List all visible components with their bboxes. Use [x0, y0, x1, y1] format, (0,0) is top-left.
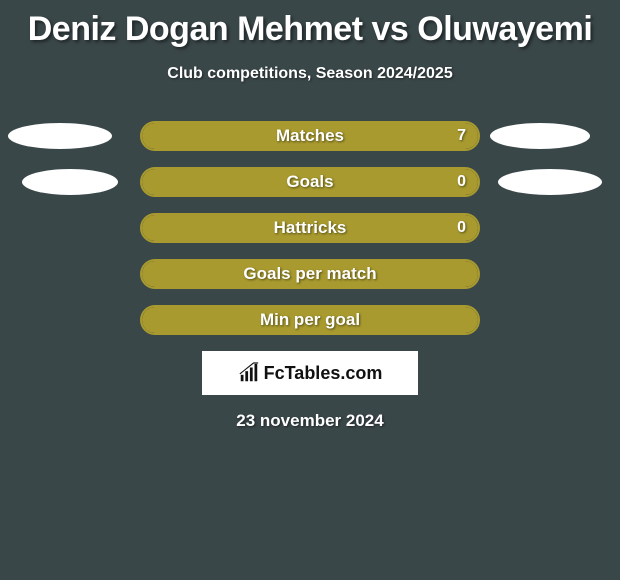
page-title: Deniz Dogan Mehmet vs Oluwayemi [0, 0, 620, 49]
stat-value: 0 [457, 215, 466, 241]
stat-value: 7 [457, 123, 466, 149]
stat-label: Min per goal [142, 307, 478, 333]
stat-label: Goals per match [142, 261, 478, 287]
stat-bar: Matches7 [140, 121, 480, 151]
stat-row: Min per goal [0, 305, 620, 335]
logo-text: FcTables.com [264, 363, 383, 384]
subtitle: Club competitions, Season 2024/2025 [0, 65, 620, 83]
left-ellipse [8, 123, 112, 149]
stat-bar: Min per goal [140, 305, 480, 335]
stat-row: Hattricks0 [0, 213, 620, 243]
stat-row: Goals per match [0, 259, 620, 289]
stat-label: Hattricks [142, 215, 478, 241]
logo-box[interactable]: FcTables.com [202, 351, 418, 395]
stats-rows: Matches7Goals0Hattricks0Goals per matchM… [0, 121, 620, 335]
stat-bar: Hattricks0 [140, 213, 480, 243]
stat-label: Goals [142, 169, 478, 195]
stat-value: 0 [457, 169, 466, 195]
stat-row: Goals0 [0, 167, 620, 197]
bar-chart-icon [238, 362, 260, 384]
stat-label: Matches [142, 123, 478, 149]
right-ellipse [498, 169, 602, 195]
stat-bar: Goals per match [140, 259, 480, 289]
stat-row: Matches7 [0, 121, 620, 151]
date-text: 23 november 2024 [0, 411, 620, 431]
left-ellipse [22, 169, 118, 195]
stat-bar: Goals0 [140, 167, 480, 197]
right-ellipse [490, 123, 590, 149]
